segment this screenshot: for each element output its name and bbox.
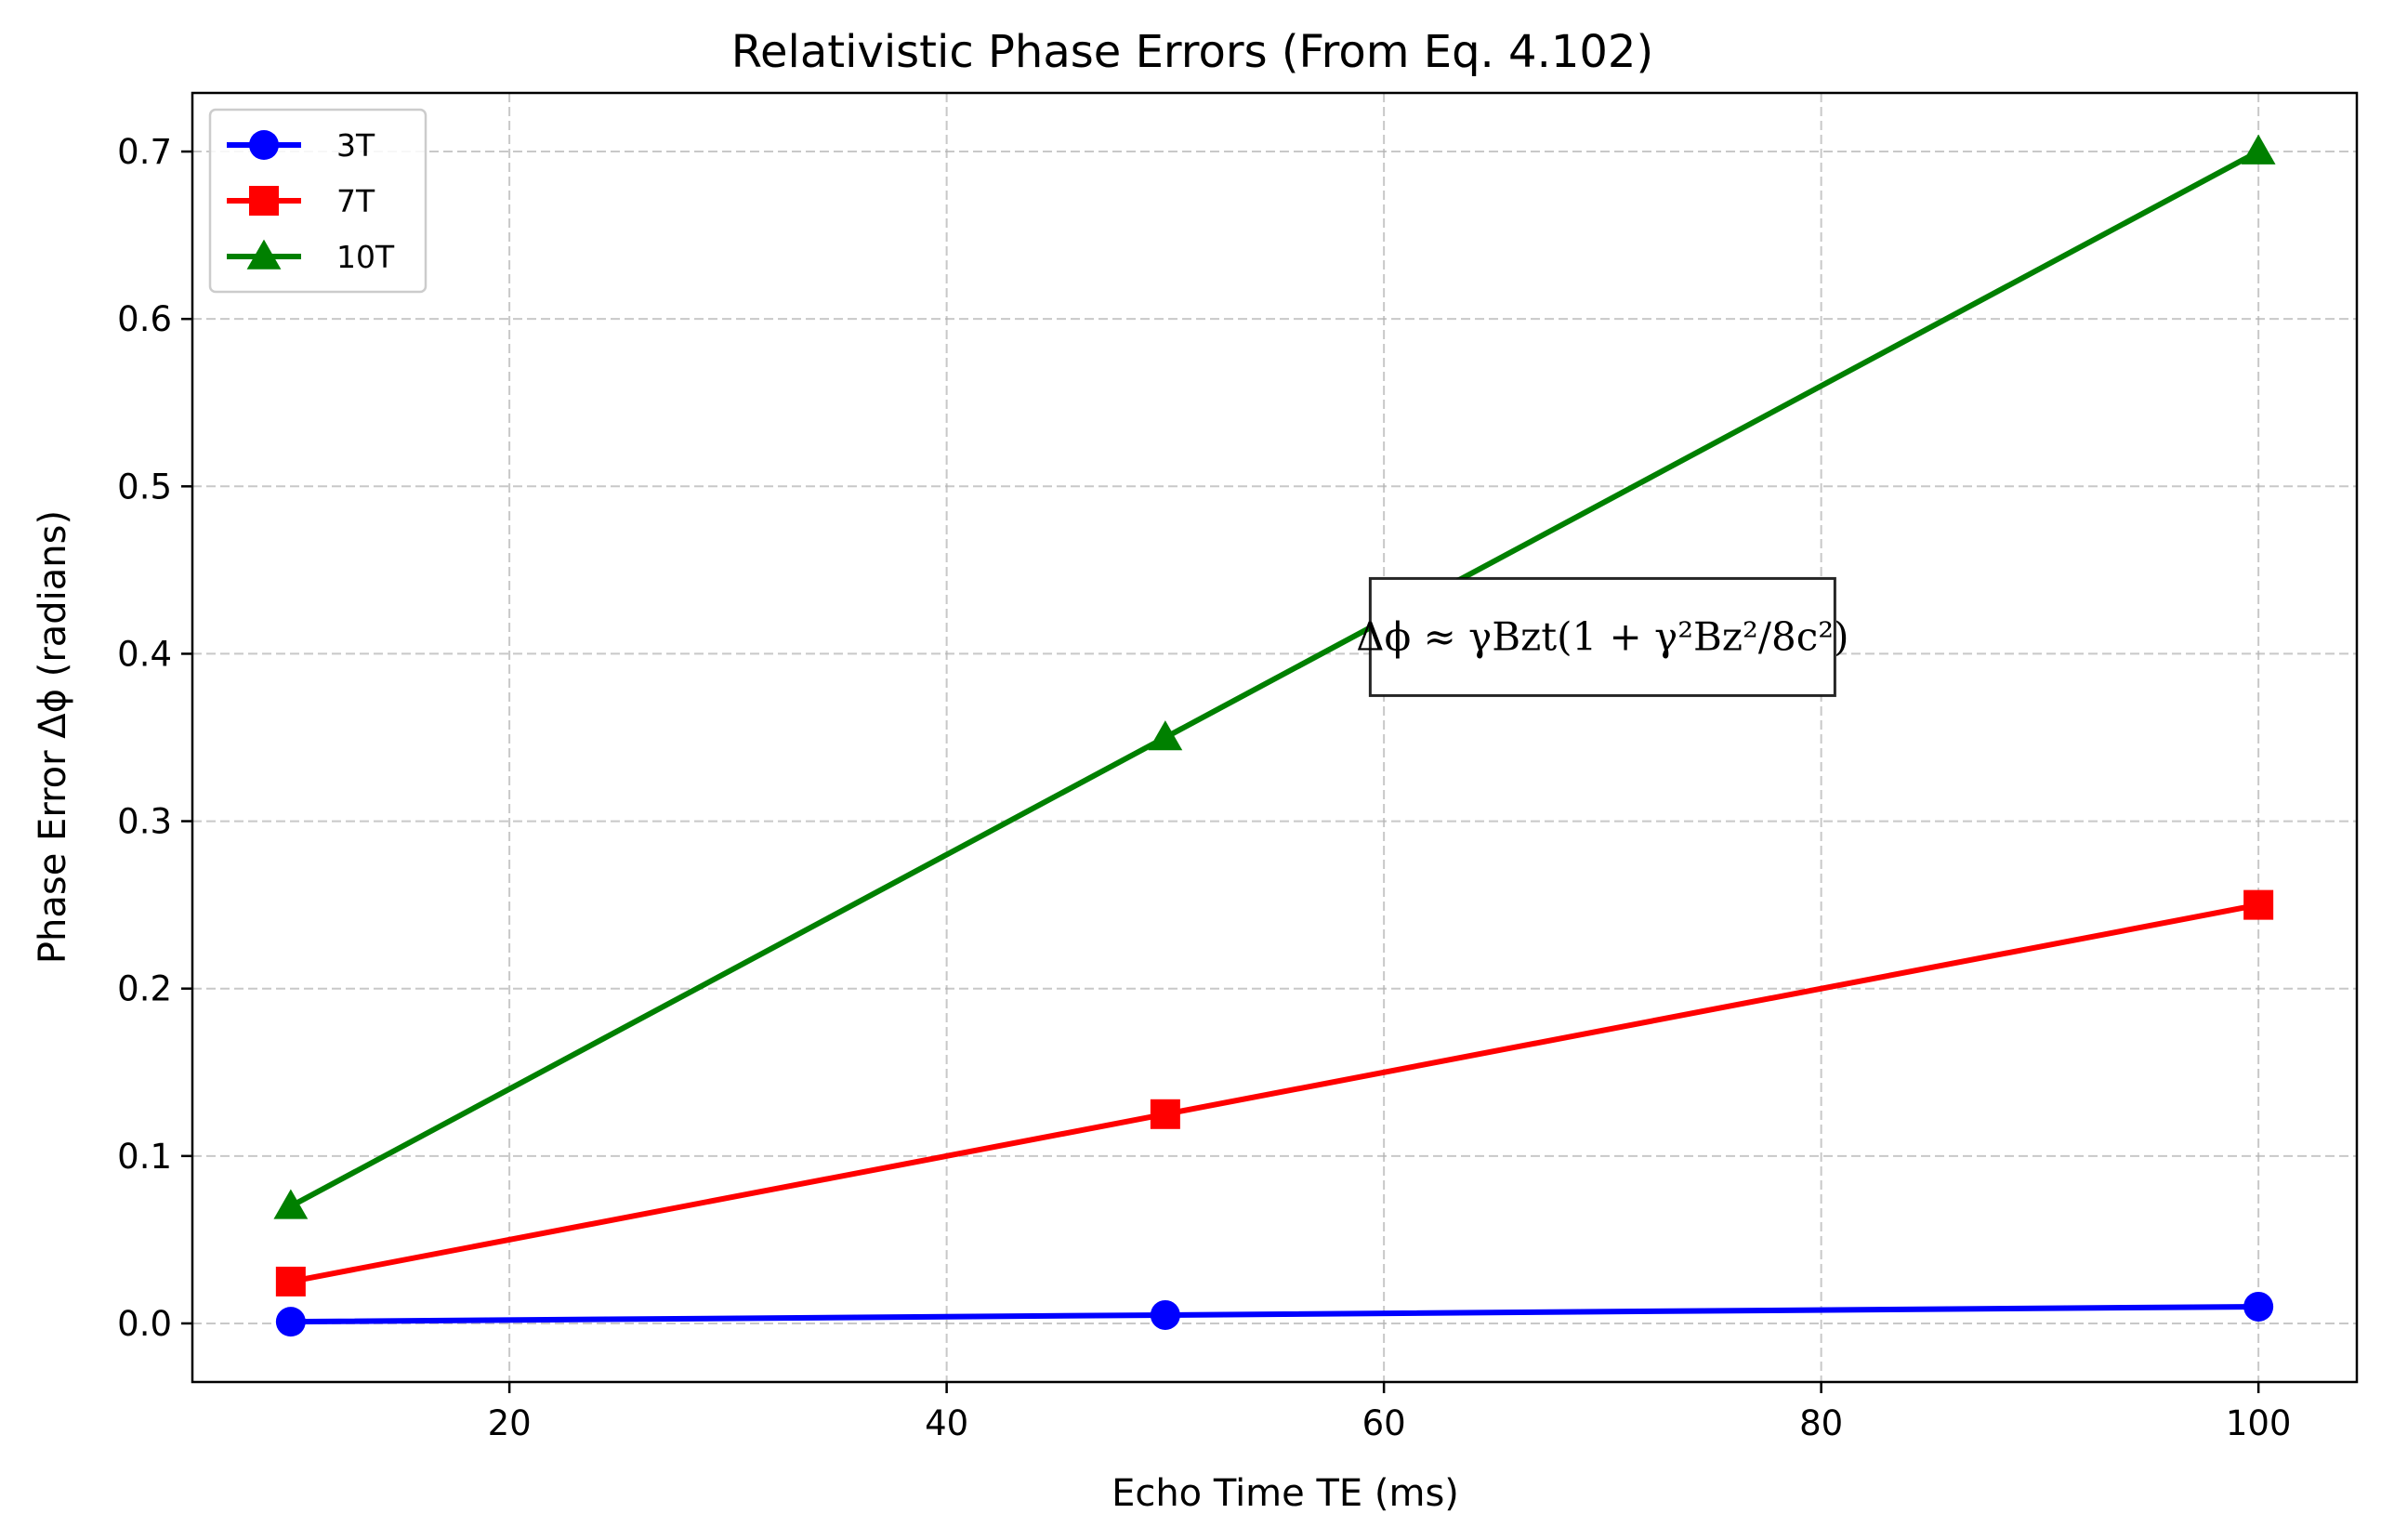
y-tick-label: 0.4 (117, 634, 172, 674)
x-tick-label: 80 (1799, 1403, 1843, 1443)
y-tick-label: 0.0 (117, 1304, 172, 1344)
formula-box (1368, 576, 1836, 697)
y-tick-label: 0.1 (117, 1137, 172, 1177)
grid-lines (192, 93, 2357, 1382)
series-10T (273, 134, 2276, 1219)
series-3T (275, 1291, 2274, 1337)
legend-marker (246, 239, 282, 270)
y-axis-label: Phase Error Δϕ (radians) (32, 510, 74, 964)
legend-marker (249, 186, 279, 216)
x-tick-label: 60 (1362, 1403, 1406, 1443)
data-point (273, 1189, 309, 1219)
data-point (2243, 889, 2274, 920)
data-point (1148, 720, 1183, 751)
y-tick-label: 0.2 (117, 969, 172, 1009)
legend-item: 10T (227, 239, 395, 275)
x-axis-label: Echo Time TE (ms) (1112, 1472, 1459, 1515)
data-point (1150, 1299, 1180, 1330)
formula-text: Δϕ ≈ γBzt(1 + γ²Bz²/8c²) (1356, 613, 1848, 659)
data-point (2241, 134, 2276, 165)
y-tick-label: 0.7 (117, 132, 172, 172)
y-axis-ticks: 0.0 0.1 0.2 0.3 0.4 0.5 0.6 0.7 (117, 132, 192, 1344)
formula-annotation: Δϕ ≈ γBzt(1 + γ²Bz²/8c²) (1356, 576, 1848, 697)
legend-label: 10T (336, 239, 395, 275)
data-point (2243, 1291, 2274, 1322)
x-tick-label: 100 (2226, 1403, 2292, 1443)
data-point (275, 1307, 306, 1337)
chart-title: Relativistic Phase Errors (From Eq. 4.10… (731, 26, 1653, 78)
x-tick-label: 20 (488, 1403, 532, 1443)
x-axis-ticks: 20 40 60 80 100 (488, 1382, 2292, 1443)
legend-label: 7T (336, 183, 375, 219)
y-tick-label: 0.3 (117, 802, 172, 842)
legend-item: 7T (227, 183, 375, 219)
legend-marker (249, 130, 279, 160)
plot-frame (191, 91, 2359, 1384)
x-tick-label: 40 (925, 1403, 968, 1443)
legend-item: 3T (227, 127, 375, 164)
y-tick-label: 0.5 (117, 467, 172, 507)
y-tick-label: 0.6 (117, 299, 172, 339)
data-point (275, 1266, 306, 1296)
series-lines (273, 134, 2276, 1337)
legend: 3T 7T 10T (208, 108, 428, 294)
data-point (1150, 1099, 1180, 1129)
legend-label: 3T (336, 127, 375, 164)
series-7T (275, 889, 2274, 1296)
